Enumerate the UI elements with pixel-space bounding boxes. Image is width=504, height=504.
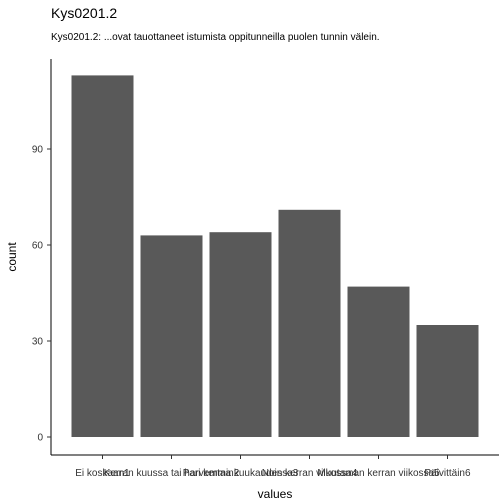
bar-4 — [278, 209, 341, 437]
y-axis-title: count — [5, 242, 19, 272]
chart-subtitle: Kys0201.2: ...ovat tauottaneet istumista… — [51, 32, 380, 43]
x-axis-title: values — [258, 487, 293, 501]
bar-6 — [416, 325, 479, 437]
x-tick-label: Ei koskaan1 — [75, 468, 130, 479]
x-tick-label: Kerran kuussa tai harvemmin2 — [104, 468, 240, 479]
x-tick-label: Muutaman kerran viikossa5 — [317, 468, 440, 479]
x-tick-label: Noin kerran viikossa4 — [262, 468, 358, 479]
y-tick-label: 0 — [37, 433, 43, 444]
y-tick-label: 30 — [32, 337, 44, 348]
y-tick-label: 90 — [32, 145, 44, 156]
y-ticks-group: 0 30 60 90 — [32, 145, 51, 444]
chart-title: Kys0201.2 — [51, 5, 118, 21]
bar-3 — [209, 232, 272, 437]
x-tick-label: Päivittäin6 — [424, 468, 471, 479]
bar-2 — [140, 235, 203, 437]
bars-group — [71, 75, 479, 438]
x-tick-label: Pari kertaa kuukaudessa3 — [183, 468, 299, 479]
bar-1 — [71, 75, 134, 438]
y-tick-label: 60 — [32, 241, 44, 252]
bar-5 — [347, 286, 410, 437]
